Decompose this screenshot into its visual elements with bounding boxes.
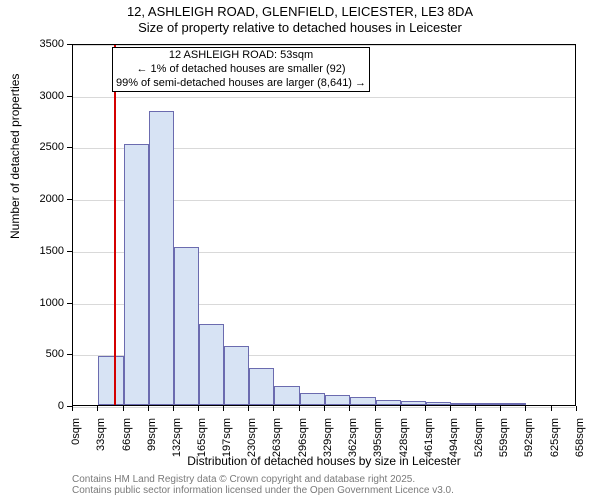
annotation-line-1: 12 ASHLEIGH ROAD: 53sqm <box>115 49 367 63</box>
y-tick-label: 2500 <box>40 141 64 153</box>
x-tick-mark <box>500 406 501 411</box>
x-tick-mark <box>475 406 476 411</box>
x-tick-mark <box>375 406 376 411</box>
x-tick-label: 230sqm <box>246 418 258 457</box>
histogram-bar <box>199 324 224 405</box>
histogram-bar <box>350 397 375 405</box>
x-tick-mark <box>198 406 199 411</box>
x-tick-mark <box>97 406 98 411</box>
histogram-bar <box>124 144 149 405</box>
x-tick-mark <box>72 406 73 411</box>
x-tick-mark <box>223 406 224 411</box>
chart-title: 12, ASHLEIGH ROAD, GLENFIELD, LEICESTER,… <box>0 0 600 37</box>
x-tick-label: 395sqm <box>373 418 385 457</box>
histogram-bar <box>300 393 325 405</box>
x-tick-mark <box>299 406 300 411</box>
annotation-line-2: ← 1% of detached houses are smaller (92) <box>115 63 367 77</box>
x-tick-mark <box>248 406 249 411</box>
annotation-line-3: 99% of semi-detached houses are larger (… <box>115 77 367 91</box>
histogram-bar <box>476 403 501 405</box>
x-tick-label: 625sqm <box>549 418 561 457</box>
footer-line-1: Contains HM Land Registry data © Crown c… <box>72 474 454 485</box>
x-tick-label: 99sqm <box>146 418 158 451</box>
histogram-bar <box>174 247 199 405</box>
footer-attribution: Contains HM Land Registry data © Crown c… <box>72 474 454 496</box>
x-tick-mark <box>450 406 451 411</box>
histogram-bar <box>249 368 274 405</box>
chart-container: { "title": { "line1": "12, ASHLEIGH ROAD… <box>0 0 600 500</box>
x-tick-mark <box>576 406 577 411</box>
x-tick-label: 428sqm <box>398 418 410 457</box>
x-tick-label: 197sqm <box>221 418 233 457</box>
x-tick-label: 66sqm <box>121 418 133 451</box>
histogram-bar <box>224 346 249 405</box>
x-tick-mark <box>148 406 149 411</box>
y-tick-label: 1500 <box>40 245 64 257</box>
histogram-bar <box>426 402 451 405</box>
footer-line-2: Contains public sector information licen… <box>72 485 454 496</box>
x-tick-label: 132sqm <box>171 418 183 457</box>
x-tick-label: 33sqm <box>95 418 107 451</box>
y-tick-label: 3500 <box>40 38 64 50</box>
x-tick-mark <box>551 406 552 411</box>
x-tick-mark <box>123 406 124 411</box>
x-tick-mark <box>400 406 401 411</box>
y-tick-label: 2000 <box>40 193 64 205</box>
gridline <box>73 97 575 98</box>
y-tick-label: 0 <box>58 400 64 412</box>
plot-wrap: 0500100015002000250030003500 0sqm33sqm66… <box>72 44 576 406</box>
reference-line <box>114 45 116 405</box>
y-tick-label: 1000 <box>40 297 64 309</box>
x-tick-label: 526sqm <box>473 418 485 457</box>
annotation-box: 12 ASHLEIGH ROAD: 53sqm ← 1% of detached… <box>112 47 370 92</box>
x-tick-mark <box>173 406 174 411</box>
x-tick-mark <box>525 406 526 411</box>
x-tick-mark <box>324 406 325 411</box>
histogram-bar <box>376 400 401 405</box>
histogram-bar <box>274 386 299 405</box>
y-axis-label: Number of detached properties <box>8 209 22 239</box>
x-axis-label: Distribution of detached houses by size … <box>72 454 576 468</box>
histogram-bar <box>98 356 123 405</box>
gridline <box>73 45 575 46</box>
title-line-2: Size of property relative to detached ho… <box>0 20 600 36</box>
x-tick-label: 296sqm <box>297 418 309 457</box>
x-tick-label: 165sqm <box>196 418 208 457</box>
x-tick-label: 263sqm <box>271 418 283 457</box>
x-tick-label: 0sqm <box>70 418 82 445</box>
y-tick-label: 500 <box>46 348 64 360</box>
x-tick-mark <box>425 406 426 411</box>
x-tick-label: 362sqm <box>347 418 359 457</box>
x-tick-label: 494sqm <box>448 418 460 457</box>
x-tick-label: 329sqm <box>322 418 334 457</box>
x-tick-mark <box>273 406 274 411</box>
x-tick-label: 461sqm <box>423 418 435 457</box>
histogram-bar <box>401 401 426 405</box>
histogram-bar <box>325 395 350 405</box>
title-line-1: 12, ASHLEIGH ROAD, GLENFIELD, LEICESTER,… <box>0 4 600 20</box>
x-tick-label: 658sqm <box>574 418 586 457</box>
y-tick-label: 3000 <box>40 90 64 102</box>
histogram-bar <box>451 403 476 405</box>
plot-area <box>72 44 576 406</box>
x-tick-label: 592sqm <box>523 418 535 457</box>
x-tick-label: 559sqm <box>498 418 510 457</box>
x-tick-mark <box>349 406 350 411</box>
histogram-bar <box>149 111 174 405</box>
histogram-bar <box>501 403 526 405</box>
